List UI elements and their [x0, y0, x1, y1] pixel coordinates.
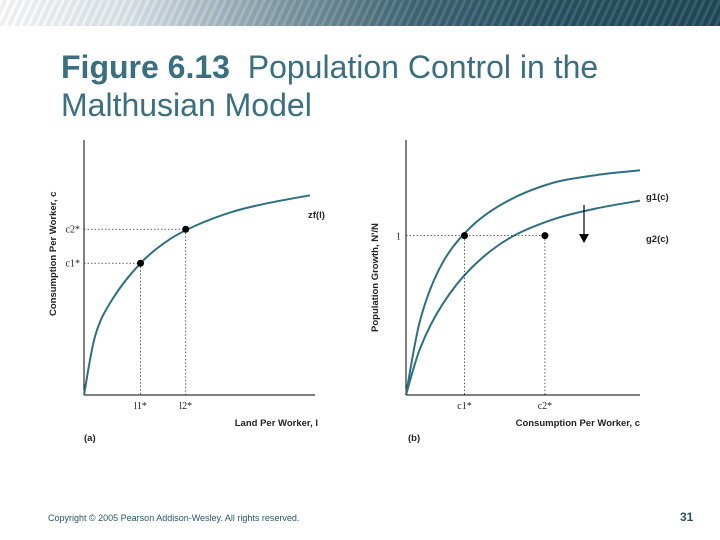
- figure-number: Figure 6.13: [61, 49, 230, 85]
- header-banner-texture: [0, 0, 720, 26]
- panel-b-label: (b): [408, 433, 420, 444]
- panel-b-series-2-label: g2(c): [646, 234, 669, 245]
- panel-b-shift-arrowhead: [579, 234, 589, 243]
- panel-b-series-g2-curve: [405, 199, 641, 396]
- panel-b-c2-tick-label: c2*: [538, 401, 552, 412]
- panel-b-point-1: [461, 232, 468, 240]
- panel-a-label: (a): [84, 433, 96, 444]
- panel-a-y-axis-label: Consumption Per Worker, c: [48, 192, 59, 316]
- slide-title: Figure 6.13 Population Control in the Ma…: [61, 48, 661, 124]
- panel-a-x-axis-label: Land Per Worker, l: [235, 418, 318, 429]
- panel-b-point-2: [541, 232, 549, 240]
- panel-a-series-label: zf(l): [308, 210, 325, 221]
- panel-a-point-1: [137, 259, 144, 267]
- header-banner: [0, 0, 720, 26]
- figure-title: Population Control in the Malthusian Mod…: [61, 49, 599, 123]
- panel-b-reference-tick-label: 1: [396, 232, 401, 243]
- panel-b-y-axis-label: Population Growth, N'/N: [370, 223, 381, 332]
- panel-a-point-2: [182, 225, 190, 233]
- panel-a-l2-tick-label: l2*: [179, 401, 192, 412]
- panel-b-series-g1-curve: [405, 169, 641, 396]
- panel-b-c1-tick-label: c1*: [457, 401, 471, 412]
- page-number: 31: [680, 510, 694, 524]
- panel-a-series-zf-curve: [83, 194, 311, 396]
- panel-b-x-axis-label: Consumption Per Worker, c: [516, 418, 640, 429]
- panel-a-c2-tick-label: c2*: [66, 224, 80, 235]
- panel-b-series-1-label: g1(c): [646, 192, 669, 203]
- panel-a-c1-tick-label: c1*: [66, 258, 80, 269]
- copyright-notice: Copyright © 2005 Pearson Addison-Wesley.…: [48, 513, 300, 523]
- panel-a-l1-tick-label: l1*: [134, 401, 147, 412]
